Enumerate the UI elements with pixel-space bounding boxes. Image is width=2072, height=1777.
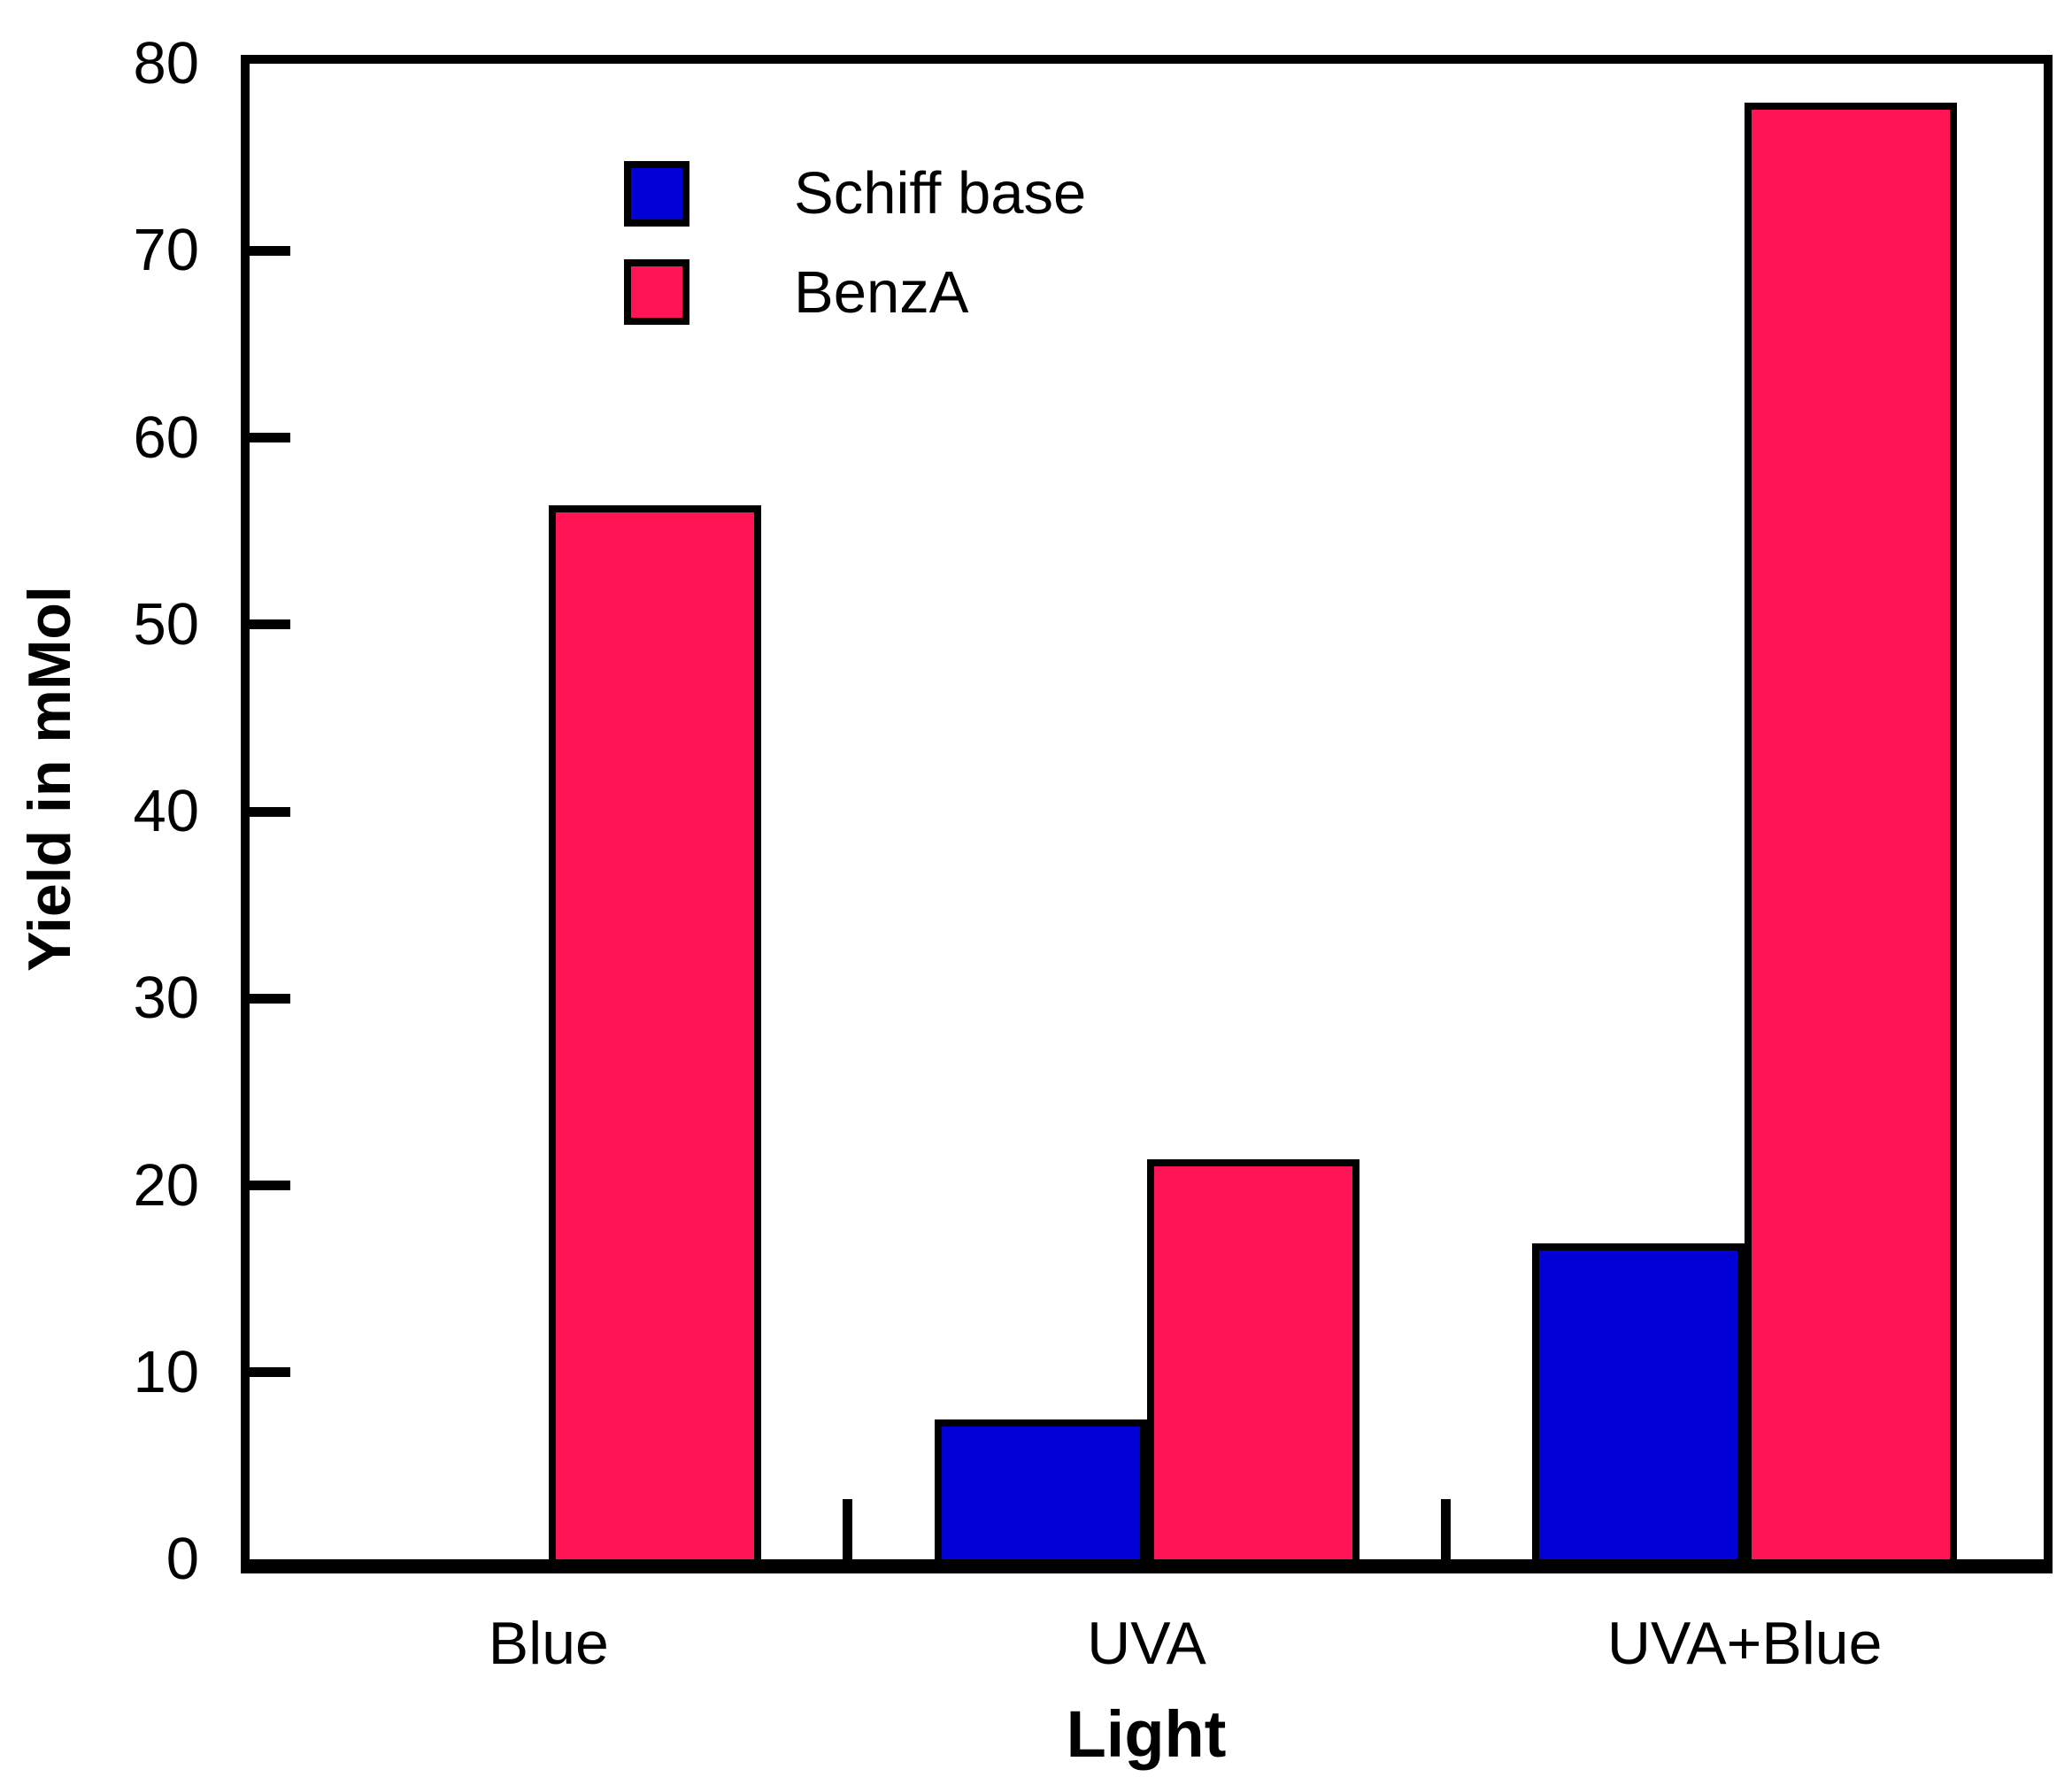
y-axis-tick-label-10: 10 xyxy=(133,1338,199,1405)
legend-swatch-schiff-base xyxy=(624,161,689,227)
x-axis-title: Light xyxy=(1066,1697,1227,1771)
legend-label-benza: BenzA xyxy=(794,259,969,326)
x-axis-tick-1 xyxy=(843,1499,853,1559)
x-category-label-uva-blue: UVA+Blue xyxy=(1606,1610,1883,1677)
y-axis-tick-label-0: 0 xyxy=(166,1526,199,1592)
x-category-label-uva: UVA xyxy=(1087,1610,1206,1677)
plot-frame xyxy=(241,55,2053,1573)
legend-label-schiff-base: Schiff base xyxy=(794,160,1087,227)
y-axis-tick-10 xyxy=(250,1367,290,1378)
y-axis-tick-70 xyxy=(250,245,290,256)
y-axis-tick-label-30: 30 xyxy=(133,965,199,1032)
bar-benza-blue xyxy=(548,504,761,1559)
legend-swatch-benza xyxy=(624,259,689,325)
y-axis-tick-label-40: 40 xyxy=(133,778,199,844)
x-axis-tick-2 xyxy=(1440,1499,1451,1559)
y-axis-tick-label-50: 50 xyxy=(133,590,199,658)
y-axis-tick-60 xyxy=(250,433,290,442)
y-axis-tick-label-80: 80 xyxy=(133,30,199,96)
x-category-label-blue: Blue xyxy=(488,1610,609,1677)
y-axis-tick-40 xyxy=(250,806,290,817)
bar-benza-uva-blue xyxy=(1745,103,1958,1559)
y-axis-tick-label-70: 70 xyxy=(133,217,199,284)
bar-schiff-base-uva xyxy=(934,1419,1147,1559)
y-axis-tick-20 xyxy=(250,1181,290,1190)
bar-benza-uva xyxy=(1146,1158,1360,1559)
y-axis-tick-label-20: 20 xyxy=(133,1151,199,1219)
y-axis-tick-50 xyxy=(250,619,290,630)
bar-schiff-base-uva-blue xyxy=(1532,1242,1745,1559)
y-axis-tick-30 xyxy=(250,993,290,1004)
y-axis-tick-label-60: 60 xyxy=(133,404,199,471)
